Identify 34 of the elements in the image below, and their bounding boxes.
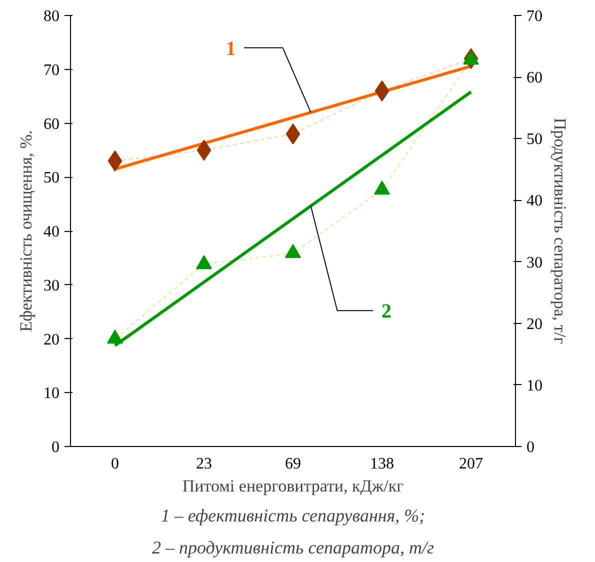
point xyxy=(374,180,390,195)
y-tick-label: 10 xyxy=(44,385,60,402)
y-tick-label: 50 xyxy=(44,170,60,187)
y-tick-label: 0 xyxy=(52,439,60,456)
x-tick-label: 23 xyxy=(196,456,212,472)
point xyxy=(463,50,479,65)
y2-tick-label: 60 xyxy=(526,70,542,87)
y2-tick-label: 50 xyxy=(526,131,542,148)
y2-tick-label: 0 xyxy=(526,439,534,456)
y2-tick-label: 40 xyxy=(526,192,542,210)
y-tick-label: 60 xyxy=(44,116,60,133)
x-tick-label: 0 xyxy=(111,456,119,472)
y2-tick-label: 30 xyxy=(526,254,542,272)
text: 2 xyxy=(381,300,392,323)
point xyxy=(107,330,123,344)
y2-tick-label: 20 xyxy=(526,316,542,333)
y-tick-label: 40 xyxy=(44,224,60,240)
point xyxy=(285,244,301,258)
text: 1 – ефективність сепарування, %; xyxy=(160,506,426,526)
x-tick-label: 69 xyxy=(285,456,301,472)
y2-axis-title: Продуктивність сепаратора, т/г xyxy=(550,118,570,344)
point xyxy=(196,255,212,270)
y-tick-label: 30 xyxy=(44,277,60,294)
x-tick-label: 207 xyxy=(459,456,483,472)
text: 2 – продуктивність сепаратора, т/г xyxy=(152,538,434,558)
y2-tick-label: 70 xyxy=(526,8,542,25)
y-tick-label: 20 xyxy=(44,331,60,348)
y-axis-title: Ефективність очищення, %. xyxy=(16,130,36,332)
text: 1 xyxy=(226,38,236,60)
y-tick-label: 80 xyxy=(44,8,60,25)
x-tick-label: 138 xyxy=(370,456,394,472)
x-axis-title: Питомі енерговитрати, кДж/кг xyxy=(182,476,404,496)
y2-tick-label: 10 xyxy=(526,377,542,394)
y-tick-label: 70 xyxy=(44,62,60,79)
